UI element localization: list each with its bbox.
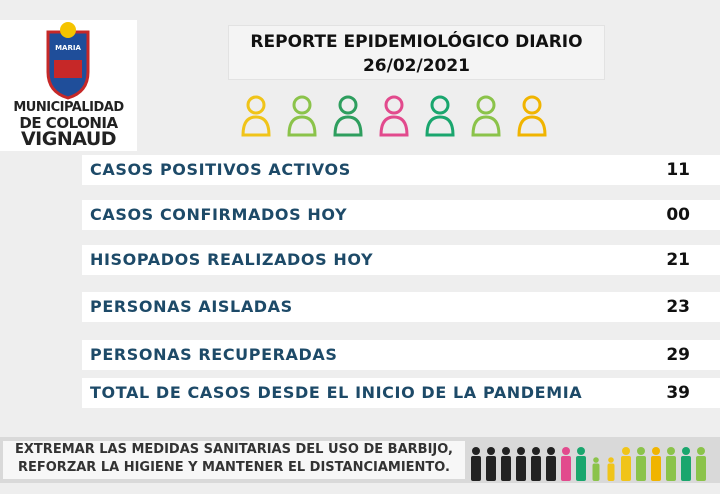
person-head xyxy=(608,457,614,463)
row: HISOPADOS REALIZADOS HOY 21 xyxy=(82,245,720,275)
row-value: 29 xyxy=(666,345,690,365)
icon-head xyxy=(338,95,358,115)
person-body xyxy=(546,456,556,481)
row-value: 39 xyxy=(666,383,690,403)
icon-body xyxy=(379,115,409,137)
person-head xyxy=(667,447,675,455)
person-body xyxy=(592,463,600,481)
row-value: 11 xyxy=(666,160,690,180)
person-body xyxy=(607,463,615,481)
shield-text: MARIA xyxy=(55,44,81,52)
person-head xyxy=(547,447,555,455)
person-body xyxy=(501,456,511,481)
person-body xyxy=(651,456,661,481)
person-body xyxy=(486,456,496,481)
icon-head xyxy=(246,95,266,115)
person-head xyxy=(652,447,660,455)
footer-text: EXTREMAR LAS MEDIDAS SANITARIAS DEL USO … xyxy=(3,441,465,479)
person-head xyxy=(682,447,690,455)
person-body xyxy=(636,456,646,481)
person-head xyxy=(697,447,705,455)
icon-head xyxy=(430,95,450,115)
logo-line: MUNICIPALIDAD xyxy=(13,100,124,115)
row: CASOS CONFIRMADOS HOY 00 xyxy=(82,200,720,230)
row-value: 00 xyxy=(666,205,690,225)
title: REPORTE EPIDEMIOLÓGICO DIARIO xyxy=(250,32,583,52)
row-label: CASOS CONFIRMADOS HOY xyxy=(90,205,348,224)
logo-line: VIGNAUD xyxy=(20,128,117,150)
person-head xyxy=(487,447,495,455)
row-value: 21 xyxy=(666,250,690,270)
icon-body xyxy=(517,115,547,137)
person-body xyxy=(561,456,571,481)
footer-line: REFORZAR LA HIGIENE Y MANTENER EL DISTAN… xyxy=(17,460,450,475)
person-body xyxy=(471,456,481,481)
person-head xyxy=(502,447,510,455)
logo: MARIA MUNICIPALIDAD DE COLONIA VIGNAUD xyxy=(0,20,137,151)
logo-line: DE COLONIA xyxy=(19,114,118,132)
person-body xyxy=(531,456,541,481)
row-label: PERSONAS AISLADAS xyxy=(90,297,293,316)
icon-head xyxy=(292,95,312,115)
icon-body xyxy=(287,115,317,137)
person-head xyxy=(593,457,599,463)
sun xyxy=(60,22,76,38)
icon-head xyxy=(476,95,496,115)
row-label: CASOS POSITIVOS ACTIVOS xyxy=(90,160,351,179)
row: TOTAL DE CASOS DESDE EL INICIO DE LA PAN… xyxy=(82,378,720,408)
person-body xyxy=(696,456,706,481)
person-body xyxy=(666,456,676,481)
worker-icons xyxy=(241,95,547,137)
icon-body xyxy=(241,115,271,137)
person-body xyxy=(621,456,631,481)
person-body xyxy=(681,456,691,481)
shield-band xyxy=(54,60,82,78)
icon-head xyxy=(522,95,542,115)
person-body xyxy=(576,456,586,481)
icon-body xyxy=(333,115,363,137)
person-body xyxy=(516,456,526,481)
row-label: TOTAL DE CASOS DESDE EL INICIO DE LA PAN… xyxy=(90,383,583,402)
footer-line: EXTREMAR LAS MEDIDAS SANITARIAS DEL USO … xyxy=(15,442,453,457)
row: CASOS POSITIVOS ACTIVOS 11 xyxy=(82,155,720,185)
people-icons xyxy=(471,447,706,481)
icon-head xyxy=(384,95,404,115)
row-label: HISOPADOS REALIZADOS HOY xyxy=(90,250,374,269)
person-head xyxy=(532,447,540,455)
person-head xyxy=(517,447,525,455)
shield: MARIA xyxy=(46,22,90,100)
row-label: PERSONAS RECUPERADAS xyxy=(90,345,338,364)
row: PERSONAS AISLADAS 23 xyxy=(82,292,720,322)
person-head xyxy=(622,447,630,455)
row-value: 23 xyxy=(666,297,690,317)
icon-body xyxy=(425,115,455,137)
row: PERSONAS RECUPERADAS 29 xyxy=(82,340,720,370)
person-head xyxy=(472,447,480,455)
title-box: REPORTE EPIDEMIOLÓGICO DIARIO 26/02/2021 xyxy=(228,25,605,80)
icon-body xyxy=(471,115,501,137)
person-head xyxy=(637,447,645,455)
person-head xyxy=(562,447,570,455)
person-head xyxy=(577,447,585,455)
date: 26/02/2021 xyxy=(362,56,471,76)
